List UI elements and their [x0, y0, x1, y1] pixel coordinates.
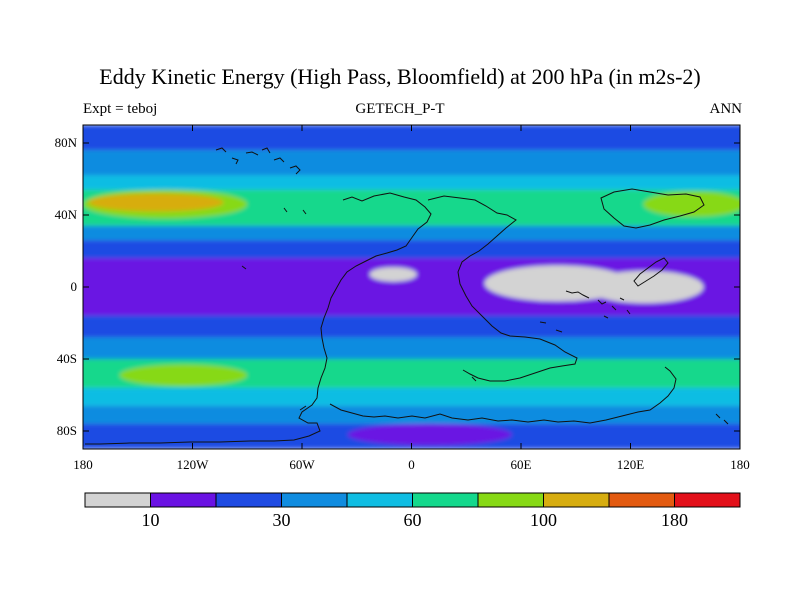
chart-title: Eddy Kinetic Energy (High Pass, Bloomfie…	[99, 64, 701, 89]
sh-polar-dip	[347, 423, 512, 446]
colorbar-label: 100	[530, 510, 557, 530]
y-tick-label: 80S	[57, 423, 77, 438]
colorbar-label: 10	[142, 510, 160, 530]
coastline-east-island	[600, 188, 705, 229]
energy-band	[83, 225, 740, 241]
colorbar-swatch	[346, 492, 413, 508]
colorbar-label: 60	[404, 510, 422, 530]
axes: 180 120W 60W 0 60E 120E 180 80N 40N 0 40S 80S	[55, 125, 750, 472]
energy-band	[83, 337, 740, 359]
x-tick-label: 60W	[289, 457, 315, 472]
y-tick-label: 80N	[55, 135, 78, 150]
colorbar: 10 30 60 100 180	[84, 492, 741, 530]
coastline-arctic-islands	[215, 147, 307, 270]
energy-band	[83, 175, 740, 190]
nh-storm-track-east	[643, 191, 740, 217]
x-tick-label: 120E	[617, 457, 645, 472]
colorbar-swatch	[281, 492, 348, 508]
colorbar-swatch	[84, 492, 151, 508]
coastlines	[85, 147, 729, 445]
x-tick-label: 120W	[177, 457, 210, 472]
energy-band	[83, 315, 740, 338]
x-tick-label: 0	[408, 457, 415, 472]
colorbar-swatch	[150, 492, 217, 508]
colorbar-swatch	[215, 492, 282, 508]
y-tick-label: 40N	[55, 207, 78, 222]
season-label: ANN	[709, 101, 743, 117]
energy-band	[83, 150, 740, 176]
energy-band	[83, 240, 740, 259]
y-tick-label: 0	[71, 279, 78, 294]
model-label: GETECH_P-T	[355, 101, 445, 117]
coastline-west-continent	[85, 192, 432, 445]
coastline-southern-islands	[299, 376, 729, 425]
x-tick-label: 60E	[511, 457, 532, 472]
coastline-tropical-island	[633, 257, 669, 287]
colorbar-swatch	[674, 492, 741, 508]
x-tick-label: 180	[730, 457, 750, 472]
colorbar-label: 30	[273, 510, 291, 530]
colorbar-label: 180	[661, 510, 688, 530]
sh-storm-track	[119, 364, 248, 387]
colorbar-swatch	[477, 492, 544, 508]
y-tick-label: 40S	[57, 351, 77, 366]
nh-storm-track-west-core	[88, 193, 224, 212]
energy-field	[83, 125, 740, 449]
colorbar-swatch	[608, 492, 675, 508]
energy-band	[83, 405, 740, 424]
energy-band	[83, 387, 740, 406]
x-tick-label: 180	[73, 457, 93, 472]
coastline-east-continent	[329, 195, 677, 424]
colorbar-swatch	[412, 492, 479, 508]
tropical-low-east-2	[586, 270, 704, 304]
coastline-pacific-islets	[539, 290, 631, 333]
colorbar-swatch	[543, 492, 610, 508]
energy-field-smoothed	[83, 125, 740, 449]
tropical-low-central	[369, 267, 417, 282]
experiment-label: Expt = teboj	[83, 101, 158, 117]
